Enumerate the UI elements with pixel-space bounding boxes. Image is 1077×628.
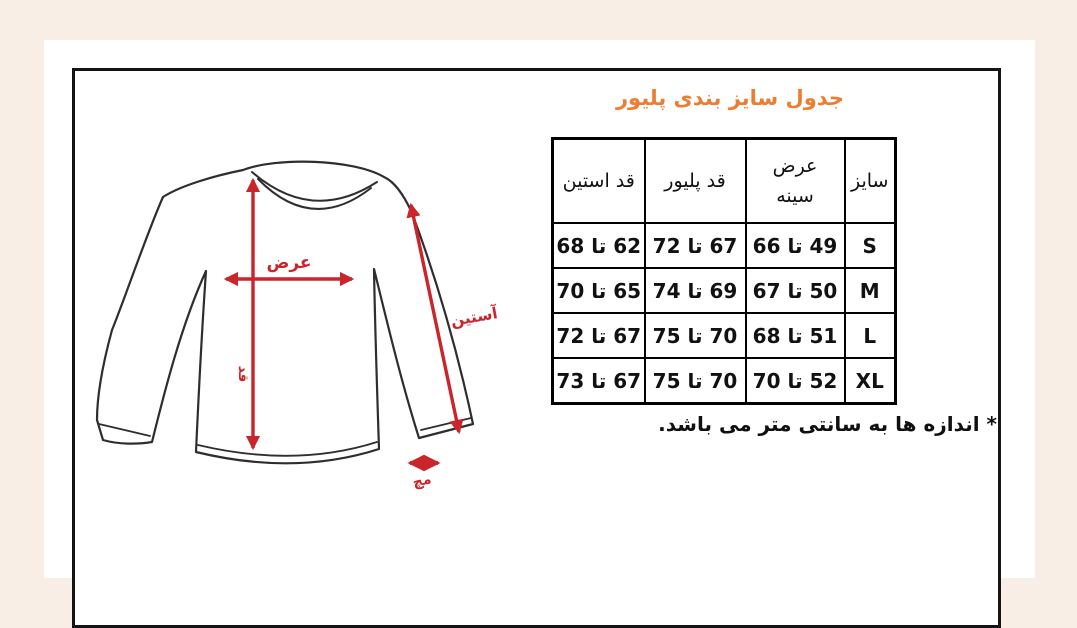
cuff-label: مچ: [411, 471, 433, 491]
sleeve-value: 62 تا 68: [551, 222, 646, 269]
sleeve-arrow: [406, 202, 464, 435]
col-header-chest: عرض سینه: [744, 137, 846, 224]
col-header-sleeve: قد استین: [551, 137, 646, 224]
sleeve-value: 67 تا 72: [551, 312, 646, 359]
chest-value: 50 تا 67: [744, 267, 846, 314]
size-value: S: [843, 222, 897, 269]
page-title: جدول سایز بندی پلیور: [615, 86, 845, 110]
sleeve-value: 67 تا 73: [551, 357, 646, 405]
table-row-m: M 50 تا 67 69 تا 74 65 تا 70: [551, 267, 897, 314]
chest-value: 49 تا 66: [744, 222, 846, 269]
footnote: * اندازه ها به سانتی متر می باشد.: [658, 412, 997, 436]
table-row-s: S 49 تا 66 67 تا 72 62 تا 68: [551, 222, 897, 269]
length-label: قد: [235, 366, 251, 383]
length-value: 70 تا 75: [643, 312, 747, 359]
col-header-size: سایز: [843, 137, 897, 224]
header-row: سایز عرض سینه قد پلیور قد استین: [551, 137, 897, 224]
sleeve-value: 65 تا 70: [551, 267, 646, 314]
sleeve-label: آستین: [449, 303, 499, 330]
shirt-measurement-diagram: عرض قد آستین مچ: [95, 160, 500, 491]
length-value: 67 تا 72: [643, 222, 747, 269]
chest-value: 51 تا 68: [744, 312, 846, 359]
table-row-xl: XL 52 تا 70 70 تا 75 67 تا 73: [551, 357, 897, 405]
size-table: سایز عرض سینه قد پلیور قد استین S 49 تا …: [551, 137, 897, 405]
table-row-l: L 51 تا 68 70 تا 75 67 تا 72: [551, 312, 897, 359]
size-value: M: [843, 267, 897, 314]
size-value: XL: [843, 357, 897, 405]
col-header-length: قد پلیور: [643, 137, 747, 224]
width-label: عرض: [266, 253, 311, 273]
length-value: 69 تا 74: [643, 267, 747, 314]
chest-value: 52 تا 70: [744, 357, 846, 405]
length-value: 70 تا 75: [643, 357, 747, 405]
size-chart-page: { "colors": { "background": "#f8eee6", "…: [44, 40, 1035, 628]
measurement-arrows: [223, 177, 464, 472]
size-value: L: [843, 312, 897, 359]
shirt-outline: [95, 160, 475, 465]
